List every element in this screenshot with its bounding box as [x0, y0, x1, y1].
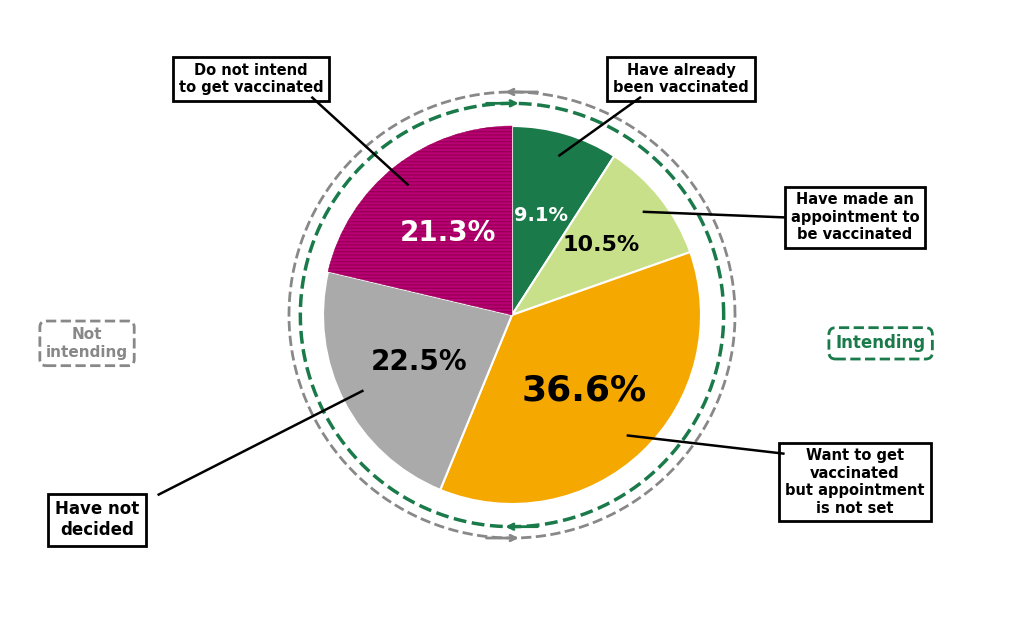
Wedge shape — [512, 156, 690, 315]
Text: Do not intend
to get vaccinated: Do not intend to get vaccinated — [178, 62, 324, 95]
Text: Have already
been vaccinated: Have already been vaccinated — [613, 62, 749, 95]
Wedge shape — [440, 252, 701, 504]
Text: Have not
decided: Have not decided — [55, 500, 139, 539]
Text: 9.1%: 9.1% — [514, 206, 568, 225]
Wedge shape — [328, 126, 512, 315]
Text: Not
intending: Not intending — [46, 327, 128, 360]
Text: 10.5%: 10.5% — [562, 234, 640, 255]
Text: 22.5%: 22.5% — [372, 348, 468, 377]
Text: Have made an
appointment to
be vaccinated: Have made an appointment to be vaccinate… — [791, 192, 920, 243]
Wedge shape — [512, 126, 614, 315]
Text: Want to get
vaccinated
but appointment
is not set: Want to get vaccinated but appointment i… — [785, 449, 925, 515]
Wedge shape — [323, 272, 512, 490]
Text: 36.6%: 36.6% — [521, 374, 646, 408]
Text: Intending: Intending — [836, 335, 926, 352]
Text: 21.3%: 21.3% — [399, 219, 496, 248]
